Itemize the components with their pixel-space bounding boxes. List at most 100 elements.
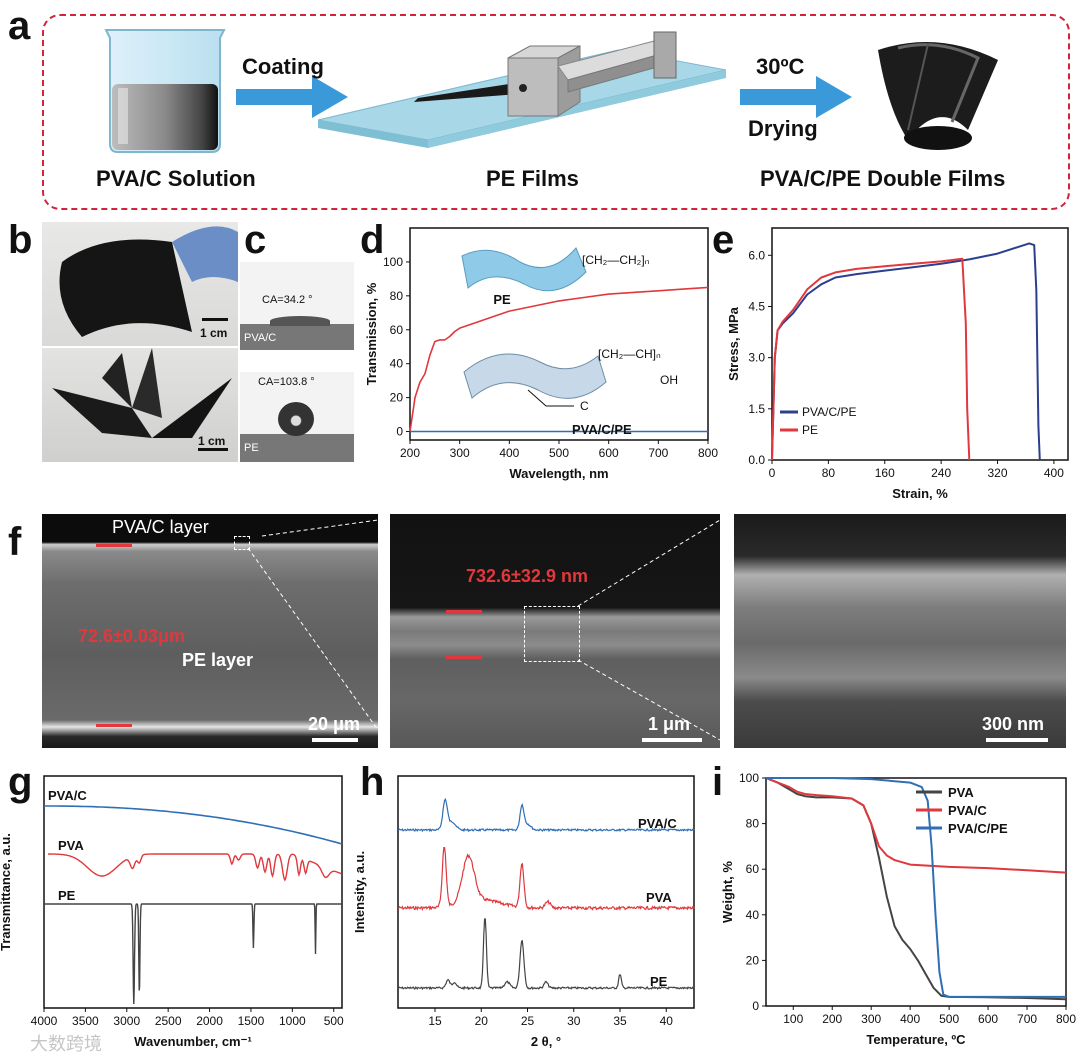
- series-label-pva: PVA: [646, 890, 672, 905]
- panel-label-d: d: [360, 218, 385, 262]
- pvac-ribbon-illustration: [463, 353, 607, 399]
- series-pe: [397, 918, 695, 991]
- series-label-pva-c: PVA/C: [48, 788, 87, 803]
- legend-label-0: PVA/C/PE: [802, 405, 856, 419]
- chart-g-ftir: 4000 3500 3000 2500 2000 1500 1000 500 Wavenumbe…: [0, 775, 344, 1049]
- x-axis-label: Strain, %: [892, 486, 948, 501]
- x-axis-label: Wavenumber, cm⁻¹: [134, 1034, 252, 1049]
- y-tick-60: 60: [390, 323, 404, 337]
- x-tick-100: 100: [783, 1012, 803, 1026]
- coating-label: Coating: [242, 54, 324, 79]
- series-pva-c: [765, 777, 1067, 874]
- inset-pvacpe-label: PVA/C/PE: [572, 422, 632, 437]
- sem-image-mid-mag: 732.6±32.9 nm 1 μm: [390, 514, 720, 748]
- panel-label-f: f: [8, 520, 22, 564]
- arrow-right-icon-2: [740, 76, 852, 118]
- film-photo-folded: 1 cm: [42, 222, 238, 346]
- panel-label-h: h: [360, 760, 385, 804]
- panel-label-c: c: [244, 218, 267, 262]
- sem-image-low-mag: PVA/C layer PE layer 72.6±0.03μm 20 μm: [42, 514, 378, 748]
- y-tick-4: 6.0: [748, 248, 765, 262]
- thickness-label-2: 732.6±32.9 nm: [466, 566, 588, 586]
- y-tick-80: 80: [746, 817, 760, 831]
- series-pva: [48, 853, 343, 882]
- thickness-marker-bottom-2: [446, 656, 482, 659]
- y-axis-label: Transmission, %: [364, 282, 379, 385]
- watermark-text: 大数跨境: [30, 1034, 102, 1054]
- substrate-tag-pvac: PVA/C: [244, 332, 277, 344]
- y-axis-label: Transmittance, a.u.: [0, 833, 13, 951]
- substrate-pe: [240, 434, 354, 462]
- legend-label-1: PE: [802, 423, 818, 437]
- x-tick-160: 160: [875, 466, 895, 480]
- contact-angle-value-2: CA=103.8 °: [258, 376, 315, 388]
- x-tick-1000: 1000: [279, 1014, 306, 1028]
- series-pva-c: [397, 797, 695, 833]
- x-tick-500: 500: [939, 1012, 959, 1026]
- plot-frame: [765, 777, 1067, 1007]
- x-tick-30: 30: [567, 1014, 581, 1028]
- scale-bar-f2: [642, 738, 702, 742]
- y-tick-0: 0.0: [748, 453, 765, 467]
- x-tick-600: 600: [978, 1012, 998, 1026]
- x-tick-500: 500: [324, 1014, 344, 1028]
- contact-angle-pe: CA=103.8 ° PE: [240, 372, 354, 462]
- x-tick-0: 0: [769, 466, 776, 480]
- y-tick-100: 100: [739, 771, 759, 785]
- droplet-pe: [278, 402, 314, 436]
- chart-d-transmission: 200 300 400 500 600 700 800 0 20 40 60 80 100 Wavelen…: [364, 227, 718, 481]
- beaker-illustration: [104, 29, 226, 153]
- x-tick-700: 700: [1017, 1012, 1037, 1026]
- chart-i-tga: 100 200 300 400 500 600 700 800 0 20 40 60 80 100 Temp…: [720, 771, 1076, 1047]
- series-pva-c-pe: [771, 242, 1041, 461]
- series-pe: [44, 903, 342, 1005]
- inset-pe-label: PE: [493, 292, 511, 307]
- y-axis-label: Stress, MPa: [726, 306, 741, 380]
- chart-h-xrd: 15 20 25 30 35 40 2 θ, ° Intensity, a.u. PVA/C PV…: [352, 775, 695, 1049]
- chart-e-stress-strain: 0 80 160 240 320 400 0.0 1.5 3.0 4.5 6.0 Strain, % S…: [726, 227, 1069, 501]
- y-tick-100: 100: [383, 255, 403, 269]
- pe-layer-label: PE layer: [182, 650, 254, 670]
- y-tick-80: 80: [390, 289, 404, 303]
- y-tick-40: 40: [390, 357, 404, 371]
- series-pva: [765, 777, 1067, 1001]
- y-axis-label: Weight, %: [720, 861, 735, 923]
- series-pe: [771, 257, 971, 461]
- series-pva-c: [44, 805, 343, 845]
- x-axis-label: Temperature, ºC: [866, 1032, 966, 1047]
- series-pva: [397, 846, 695, 912]
- y-tick-1: 1.5: [748, 402, 765, 416]
- pe-ribbon-illustration: [461, 247, 587, 292]
- carbon-pointer: [527, 389, 547, 407]
- x-tick-800: 800: [698, 446, 718, 460]
- series-label-pva-c: PVA/C: [638, 816, 677, 831]
- x-tick-400: 400: [900, 1012, 920, 1026]
- x-tick-40: 40: [660, 1014, 674, 1028]
- y-tick-60: 60: [746, 862, 760, 876]
- substrate-pvac: [240, 324, 354, 350]
- series-pva-c-pe: [766, 777, 1066, 998]
- series-label-pva: PVA: [58, 838, 84, 853]
- hydroxyl-label: OH: [660, 373, 678, 387]
- pe-films-caption: PE Films: [486, 166, 579, 191]
- x-tick-2000: 2000: [196, 1014, 223, 1028]
- pvac-layer-label: PVA/C layer: [112, 517, 209, 537]
- panel-label-e: e: [712, 218, 735, 262]
- scale-bar-label-b2: 1 cm: [198, 434, 226, 448]
- x-axis-label: 2 θ, °: [531, 1034, 561, 1049]
- rolled-film-illustration: [878, 42, 998, 150]
- droplet-pvac: [270, 316, 330, 326]
- panel-label-b: b: [8, 218, 33, 262]
- thickness-marker-top: [96, 544, 132, 547]
- plot-frame: [771, 227, 1069, 461]
- y-tick-0: 0: [396, 425, 403, 439]
- x-tick-240: 240: [931, 466, 951, 480]
- arrow-right-icon: [236, 76, 348, 118]
- x-tick-1500: 1500: [238, 1014, 265, 1028]
- x-tick-500: 500: [549, 446, 569, 460]
- temperature-label: 30ºC: [756, 54, 805, 79]
- x-tick-80: 80: [822, 466, 836, 480]
- substrate-tag-pe: PE: [244, 442, 259, 454]
- y-axis-label: Intensity, a.u.: [352, 851, 367, 933]
- x-tick-200: 200: [822, 1012, 842, 1026]
